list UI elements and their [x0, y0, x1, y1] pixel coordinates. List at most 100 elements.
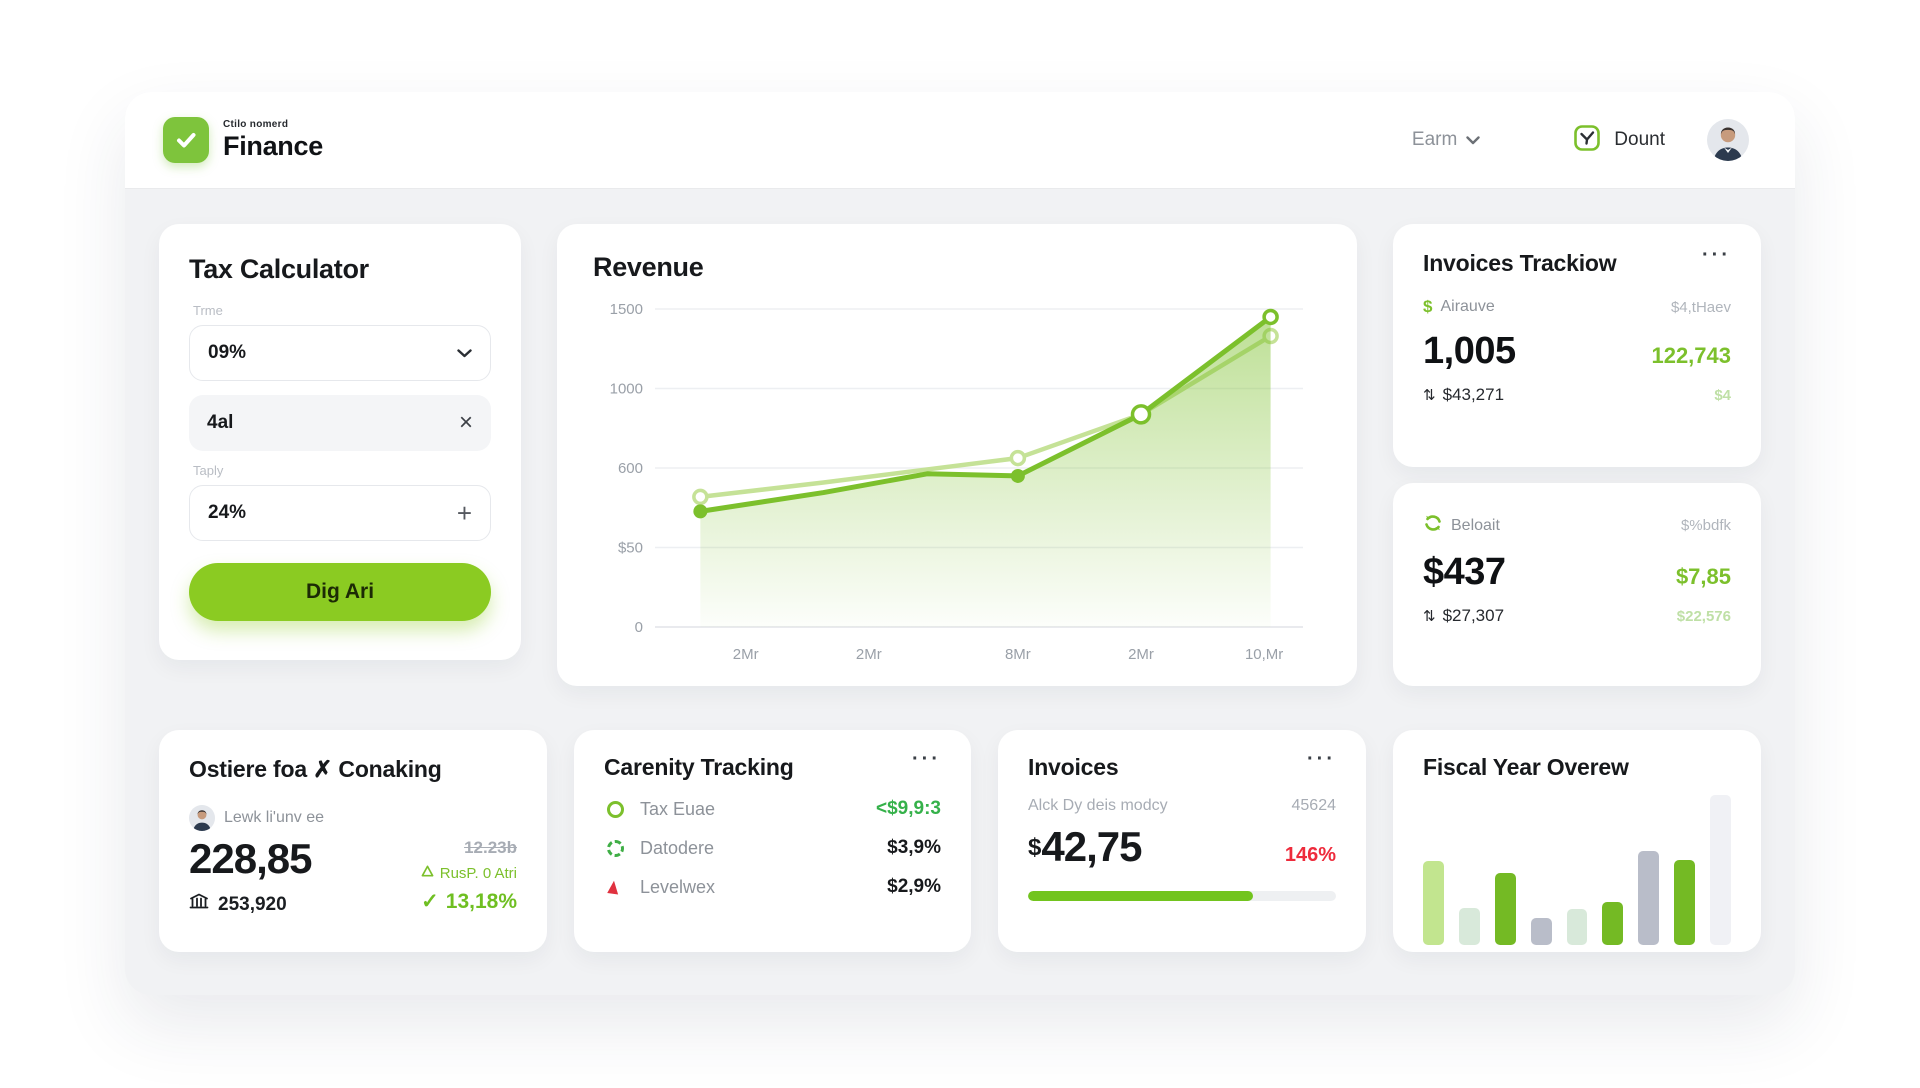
earn-label: Earm	[1411, 129, 1458, 150]
header-actions: Earm Dount	[1412, 119, 1749, 161]
svg-text:$50: $50	[618, 540, 643, 557]
tracking-row-name: Datodere	[640, 837, 715, 858]
invoices-amount-value: 42,75	[1041, 823, 1142, 870]
dashed-ring-icon	[604, 839, 626, 857]
dollar-icon: $	[1423, 297, 1433, 316]
svg-text:2Mr: 2Mr	[1128, 646, 1154, 663]
tracking-row-name: Levelwex	[640, 876, 716, 897]
amount-input-value: 4al	[207, 412, 234, 433]
fiscal-bar-chart	[1423, 795, 1732, 945]
fiscal-bar	[1710, 795, 1732, 945]
fiscal-bar	[1638, 850, 1660, 945]
fiscal-bar	[1458, 907, 1480, 945]
ostiere-main-value: 228,85	[189, 835, 312, 882]
row-top: Tax Calculator Trme 09% 4al × Taply	[159, 224, 1761, 686]
currency-symbol: $	[1028, 834, 1041, 861]
plus-icon[interactable]: +	[456, 497, 472, 528]
svg-text:8Mr: 8Mr	[1005, 646, 1031, 663]
tracking-row[interactable]: Datodere $3,9%	[604, 837, 941, 859]
invoices-card: Invoices ··· Alck Dy deis modcy 45624 $4…	[998, 730, 1366, 952]
tax-calculator-card: Tax Calculator Trme 09% 4al × Taply	[159, 224, 521, 660]
revenue-title: Revenue	[593, 252, 704, 282]
beloait-sub-right: $22,576	[1676, 607, 1731, 625]
ostiere-card: Ostiere foa ✗ Conaking Lewk li'unv ee 22…	[159, 730, 547, 952]
svg-text:1000: 1000	[610, 381, 643, 398]
tracking-sub-value: $43,271	[1442, 385, 1505, 404]
tracking-row-right: $4,tHaev	[1670, 298, 1731, 316]
invoices-title: Invoices	[1028, 754, 1119, 780]
ostiere-note: RusP. 0 Atri	[439, 865, 517, 882]
beloait-row-right: $%bdfk	[1680, 517, 1731, 534]
time-field-label: Trme	[193, 303, 223, 318]
time-select-value: 09%	[208, 342, 247, 363]
card-menu-button[interactable]: ···	[1702, 244, 1731, 266]
carenity-tracking-card: Carenity Tracking ··· Tax Euae <$9,9:3 D…	[574, 730, 971, 952]
tax-calculator-title: Tax Calculator	[189, 254, 369, 284]
beloait-row-label: Beloait	[1451, 516, 1500, 534]
brand-name: Finance	[223, 130, 323, 161]
fiscal-bar	[1674, 859, 1696, 945]
dashboard-body: Tax Calculator Trme 09% 4al × Taply	[125, 188, 1795, 952]
ring-icon	[604, 800, 626, 818]
brand-tagline: Ctilo nomerd	[223, 118, 289, 130]
beloait-sub-value: $27,307	[1442, 606, 1505, 625]
svg-text:600: 600	[618, 460, 643, 477]
row-bottom: Ostiere foa ✗ Conaking Lewk li'unv ee 22…	[159, 730, 1761, 952]
tracking-row[interactable]: Levelwex $2,9%	[604, 876, 941, 898]
leaf-icon	[421, 865, 434, 882]
card-menu-button[interactable]: ···	[1307, 748, 1336, 770]
tracking-main-value: 1,005	[1423, 330, 1516, 372]
warning-triangle-icon	[604, 879, 626, 896]
tracking-row-name: Tax Euae	[640, 798, 716, 819]
up-down-arrows-icon: ⇅	[1423, 608, 1436, 625]
carenity-title: Carenity Tracking	[604, 754, 794, 780]
ostiere-old-value: 12.23b	[464, 838, 517, 857]
rate-input[interactable]: 24% +	[189, 485, 491, 541]
clear-icon[interactable]: ×	[458, 409, 473, 436]
tracking-main-right: 122,743	[1651, 343, 1731, 368]
bank-icon	[189, 893, 209, 916]
svg-text:2Mr: 2Mr	[733, 646, 759, 663]
ostiere-change: 13,18%	[445, 889, 517, 913]
up-down-arrows-icon: ⇅	[1423, 387, 1436, 404]
invoices-amount: $42,75	[1028, 823, 1142, 871]
amount-input[interactable]: 4al ×	[189, 395, 491, 451]
invoices-tracking-card: Invoices Trackiow ··· $ Airauve $4,tHaev…	[1393, 224, 1761, 467]
earn-menu[interactable]: Earm	[1412, 129, 1480, 151]
messages-button[interactable]: Dount	[1572, 123, 1665, 158]
tracking-row-value: $2,9%	[887, 876, 941, 897]
person-avatar	[189, 805, 215, 831]
check-icon	[173, 127, 199, 153]
fiscal-title: Fiscal Year Overew	[1423, 754, 1629, 780]
app-canvas: Ctilo nomerd Finance Earm Dount	[125, 92, 1795, 995]
beloait-card: Beloait $%bdfk $437 $7,85 ⇅ $27,307	[1393, 483, 1761, 686]
revenue-card: Revenue 1500 1000 600 $50 0 2Mr 2Mr 8Mr 2Mr 10,Mr	[557, 224, 1357, 686]
invoices-badge: 146%	[1284, 844, 1336, 866]
ostiere-right: 12.23b RusP. 0 Atri ✓ 13,18%	[421, 805, 517, 916]
invoice-progress-track	[1028, 891, 1336, 901]
beloait-main-value: $437	[1423, 551, 1506, 593]
card-menu-button[interactable]: ···	[912, 748, 941, 770]
ostiere-person-name: Lewk li'unv ee	[224, 809, 324, 826]
fiscal-bar	[1530, 918, 1552, 945]
tracking-row-value: $3,9%	[887, 837, 941, 858]
tracking-row-label: Airauve	[1440, 298, 1495, 315]
calculate-button[interactable]: Dig Ari	[189, 563, 491, 621]
top-bar: Ctilo nomerd Finance Earm Dount	[125, 92, 1795, 188]
user-avatar[interactable]	[1707, 119, 1749, 161]
fiscal-year-card: Fiscal Year Overew	[1393, 730, 1761, 952]
fiscal-bar	[1423, 861, 1444, 945]
invoice-progress-fill	[1028, 891, 1253, 901]
rate-input-value: 24%	[208, 502, 247, 523]
fiscal-bar	[1566, 909, 1588, 945]
beloait-main-right: $7,85	[1675, 564, 1731, 589]
time-select[interactable]: 09%	[189, 325, 491, 381]
chevron-down-icon	[1466, 129, 1480, 151]
tracking-row[interactable]: Tax Euae <$9,9:3	[604, 798, 941, 820]
svg-text:10,Mr: 10,Mr	[1245, 646, 1283, 663]
app-logo[interactable]	[163, 117, 209, 163]
ostiere-title: Ostiere foa ✗ Conaking	[189, 756, 442, 782]
refresh-circle-icon	[1423, 513, 1443, 538]
invoices-row-label: Alck Dy deis modcy	[1028, 797, 1168, 814]
